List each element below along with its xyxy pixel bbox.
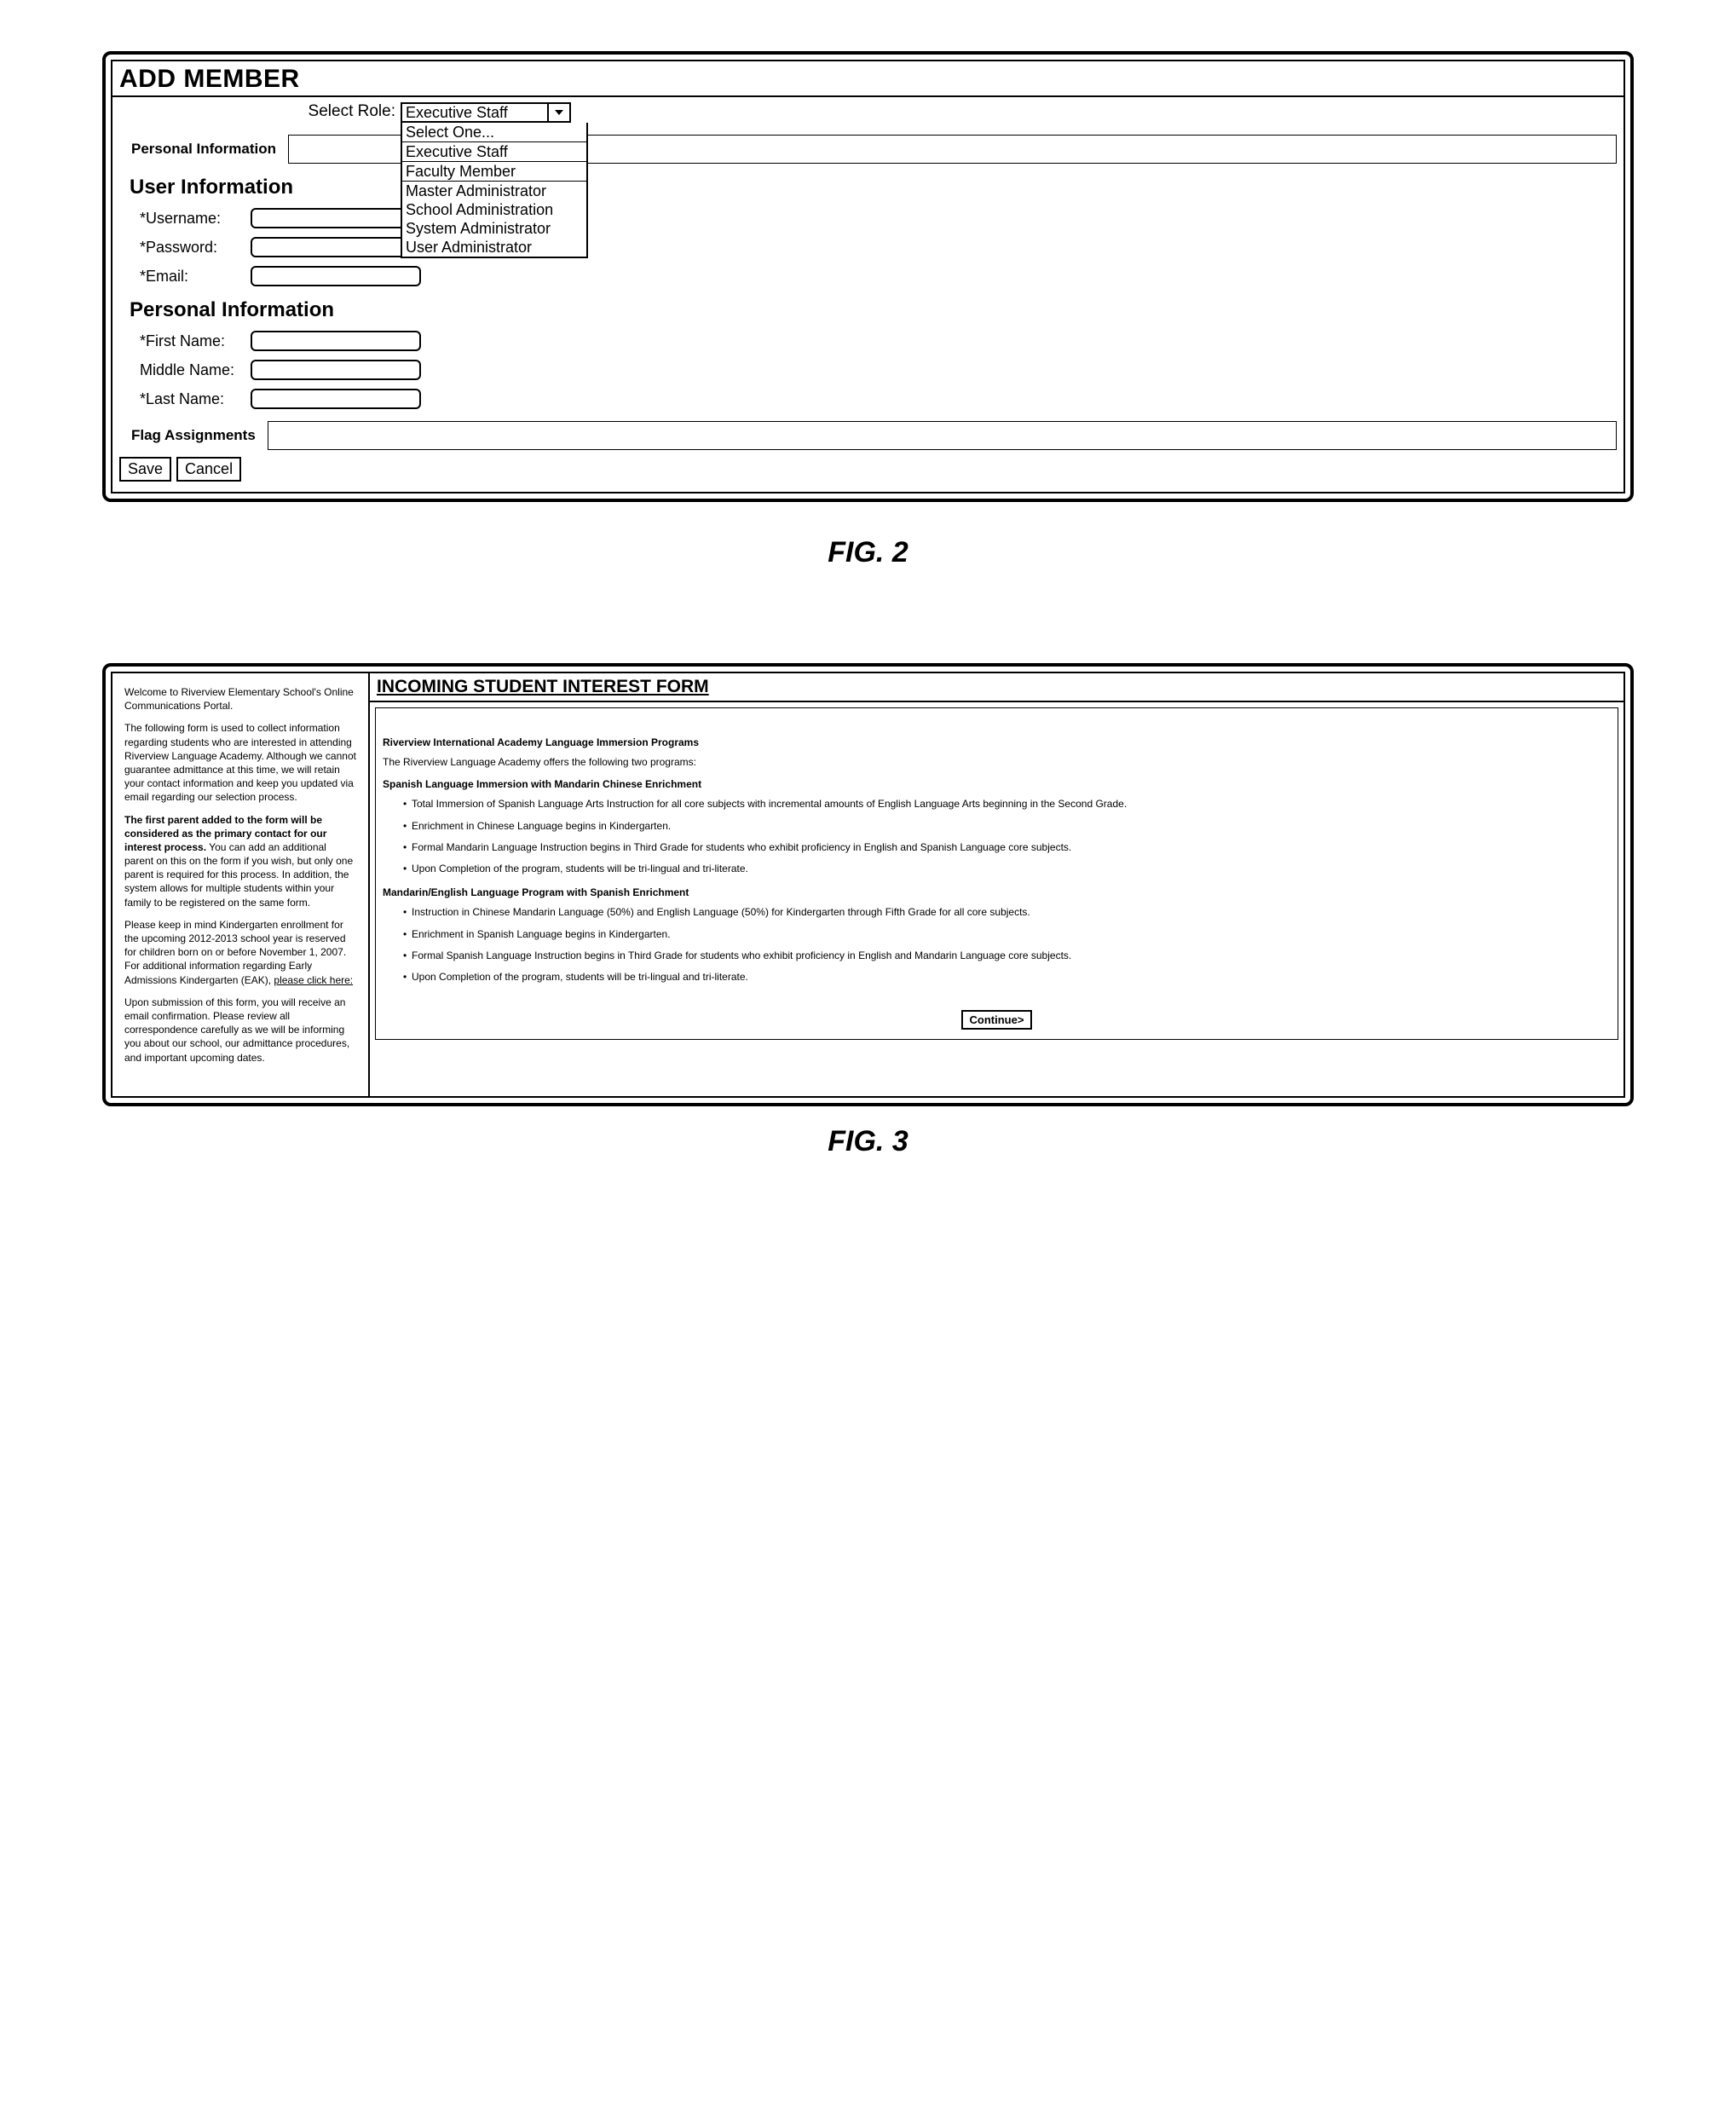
click-here-link[interactable]: please click here: <box>274 974 353 986</box>
row-username: *Username: <box>140 208 1617 228</box>
programs-heading: Riverview International Academy Language… <box>383 736 1611 750</box>
username-input[interactable] <box>251 208 421 228</box>
confirmation-text: Upon submission of this form, you will r… <box>124 996 356 1065</box>
fig3-caption: FIG. 3 <box>102 1125 1634 1158</box>
row-firstname: *First Name: <box>140 331 1617 351</box>
role-select-wrap: Executive Staff Select One... Executive … <box>401 102 571 123</box>
programs-sub: The Riverview Language Academy offers th… <box>383 755 1611 770</box>
program1-heading: Spanish Language Immersion with Mandarin… <box>383 777 1611 792</box>
cancel-button[interactable]: Cancel <box>176 457 241 482</box>
role-select[interactable]: Executive Staff <box>401 102 571 123</box>
tab-flag-assignments[interactable]: Flag Assignments <box>119 421 268 450</box>
program2-heading: Mandarin/English Language Program with S… <box>383 886 1611 900</box>
list-item: Enrichment in Spanish Language begins in… <box>403 927 1611 942</box>
list-item: Formal Mandarin Language Instruction beg… <box>403 840 1611 855</box>
list-item: Upon Completion of the program, students… <box>403 970 1611 984</box>
role-option[interactable]: User Administrator <box>402 238 586 257</box>
tab-personal-information[interactable]: Personal Information <box>119 135 289 164</box>
personal-information-heading: Personal Information <box>130 298 1617 322</box>
role-option[interactable]: Master Administrator <box>402 182 586 200</box>
list-item: Upon Completion of the program, students… <box>403 862 1611 876</box>
label-password: *Password: <box>140 239 251 257</box>
middlename-input[interactable] <box>251 360 421 380</box>
fig2-body: Select Role: Executive Staff Select One.… <box>112 102 1624 492</box>
lastname-input[interactable] <box>251 389 421 409</box>
list-item: Total Immersion of Spanish Language Arts… <box>403 797 1611 811</box>
personal-info-tabbox: Personal Information <box>119 135 1617 164</box>
role-option[interactable]: Select One... <box>402 123 586 142</box>
flag-assignments-tabbox: Flag Assignments <box>119 421 1617 450</box>
chevron-down-icon[interactable] <box>549 104 569 121</box>
fig2-panel: ADD MEMBER Select Role: Executive Staff … <box>102 51 1634 502</box>
continue-button[interactable]: Continue> <box>961 1010 1033 1030</box>
intro-text: The following form is used to collect in… <box>124 721 356 804</box>
row-middlename: Middle Name: <box>140 360 1617 380</box>
fig3-inner: Welcome to Riverview Elementary School's… <box>111 672 1625 1098</box>
label-firstname: *First Name: <box>140 332 251 350</box>
role-label: Select Role: <box>119 102 401 121</box>
interest-form-title: INCOMING STUDENT INTEREST FORM <box>370 673 1624 702</box>
label-lastname: *Last Name: <box>140 390 251 408</box>
program1-list: Total Immersion of Spanish Language Arts… <box>403 797 1611 877</box>
fig3-left-column: Welcome to Riverview Elementary School's… <box>112 673 368 1096</box>
fig3-right-column: INCOMING STUDENT INTEREST FORM Riverview… <box>368 673 1624 1096</box>
fig2-inner: ADD MEMBER Select Role: Executive Staff … <box>111 60 1625 493</box>
role-option[interactable]: Faculty Member <box>402 162 586 182</box>
continue-wrap: Continue> <box>383 1013 1611 1032</box>
email-input[interactable] <box>251 266 421 286</box>
role-option[interactable]: Executive Staff <box>402 142 586 162</box>
password-input[interactable] <box>251 237 421 257</box>
user-information-heading: User Information <box>130 176 1617 199</box>
save-button[interactable]: Save <box>119 457 171 482</box>
add-member-title: ADD MEMBER <box>112 61 1624 97</box>
label-email: *Email: <box>140 268 251 286</box>
role-select-value: Executive Staff <box>402 104 549 121</box>
kindergarten-text: Please keep in mind Kindergarten enrollm… <box>124 918 356 987</box>
fig2-caption: FIG. 2 <box>102 536 1634 569</box>
row-lastname: *Last Name: <box>140 389 1617 409</box>
button-row: Save Cancel <box>119 457 1617 482</box>
interest-form-body: Riverview International Academy Language… <box>375 707 1618 1040</box>
welcome-text: Welcome to Riverview Elementary School's… <box>124 685 356 713</box>
label-middlename: Middle Name: <box>140 361 251 379</box>
role-option[interactable]: School Administration <box>402 200 586 219</box>
row-password: *Password: <box>140 237 1617 257</box>
program2-list: Instruction in Chinese Mandarin Language… <box>403 905 1611 985</box>
list-item: Formal Spanish Language Instruction begi… <box>403 949 1611 963</box>
row-email: *Email: <box>140 266 1617 286</box>
primary-contact-text: The first parent added to the form will … <box>124 813 356 909</box>
role-option[interactable]: System Administrator <box>402 219 586 238</box>
role-dropdown: Select One... Executive Staff Faculty Me… <box>401 123 588 258</box>
list-item: Enrichment in Chinese Language begins in… <box>403 819 1611 834</box>
list-item: Instruction in Chinese Mandarin Language… <box>403 905 1611 920</box>
fig3-panel: Welcome to Riverview Elementary School's… <box>102 663 1634 1106</box>
label-username: *Username: <box>140 210 251 228</box>
firstname-input[interactable] <box>251 331 421 351</box>
role-row: Select Role: Executive Staff Select One.… <box>119 102 1617 123</box>
